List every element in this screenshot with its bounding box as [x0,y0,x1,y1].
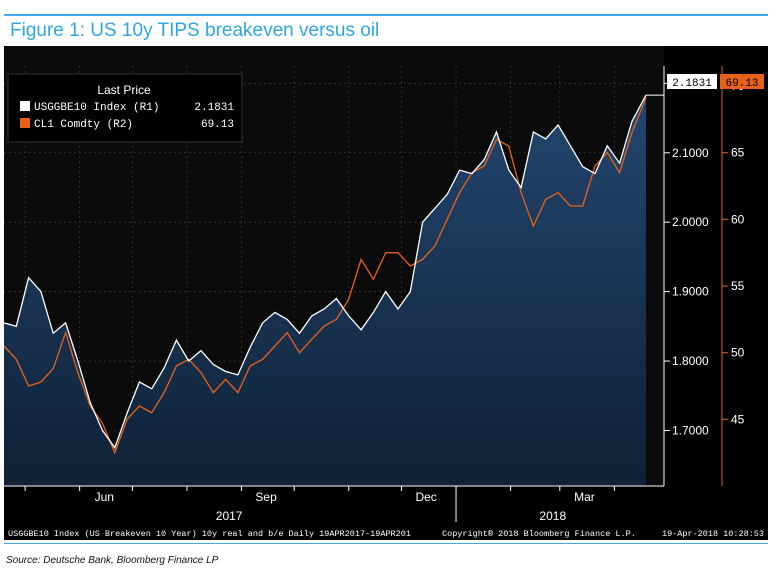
legend: Last Price USGGBE10 Index (R1) 2.1831 CL… [7,73,243,143]
source-note: Source: Deutsche Bank, Bloomberg Finance… [6,555,219,566]
breakeven-area-fill [4,95,646,486]
axis-r2-tick-label: 45 [731,412,745,426]
axis-r2-tick-label: 50 [731,346,745,360]
legend-swatch-oil [20,118,30,128]
x-tick-label: Mar [574,490,595,504]
last-value-r2-text: 69.13 [725,78,758,90]
x-tick-label: Sep [255,490,277,504]
legend-label-oil: CL1 Comdty (R2) [34,119,133,131]
x-tick-label: Jun [95,490,114,504]
x-axis: Jun Sep Dec Mar 2017 2018 [4,485,664,523]
x-year-label: 2017 [216,509,243,523]
axis-r1-tick-label: 1.8000 [672,354,709,368]
legend-value-oil: 69.13 [201,119,234,131]
legend-label-breakeven: USGGBE10 Index (R1) [34,102,159,114]
footer-right: 19-Apr-2018 10:28:53 [662,529,764,539]
legend-swatch-breakeven [20,101,30,111]
legend-title: Last Price [97,83,151,97]
source-divider [4,543,768,544]
x-year-label: 2018 [539,509,566,523]
breakeven-series-line [4,94,647,450]
axis-r2-tick-label: 55 [731,279,745,293]
axis-r1-tick-label: 2.0000 [672,215,709,229]
legend-value-breakeven: 2.1831 [194,102,234,114]
last-value-label-r2: 69.13 [720,74,764,90]
axis-r1-tick-label: 1.9000 [672,285,709,299]
last-value-label-r1: 2.1831 [667,74,717,90]
footer-center: Copyright® 2018 Bloomberg Finance L.P. [442,529,636,539]
x-tick-label: Dec [415,490,436,504]
axis-r2-tick-label: 60 [731,212,745,226]
footer-left: USGGBE10 Index (US Breakeven 10 Year) 10… [8,529,411,539]
last-value-r1-text: 2.1831 [672,78,712,90]
axis-r1-tick-label: 2.1000 [672,146,709,160]
axis-r1-tick-label: 1.7000 [672,423,709,437]
axis-r2-tick-label: 65 [731,146,745,160]
figure-title: Figure 1: US 10y TIPS breakeven versus o… [4,14,768,44]
